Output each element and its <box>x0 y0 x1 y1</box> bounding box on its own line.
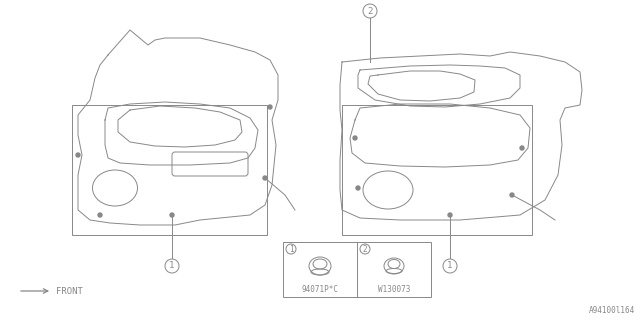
Text: 2: 2 <box>367 6 372 15</box>
Circle shape <box>353 136 357 140</box>
Text: A94100l164: A94100l164 <box>589 306 635 315</box>
Text: 1: 1 <box>170 261 175 270</box>
Text: 1: 1 <box>289 244 293 253</box>
Text: 1: 1 <box>447 261 452 270</box>
Text: 94071P*C: 94071P*C <box>301 284 339 293</box>
Circle shape <box>263 176 267 180</box>
Text: 2: 2 <box>363 244 367 253</box>
Circle shape <box>268 105 272 109</box>
Bar <box>283 242 431 297</box>
Text: FRONT: FRONT <box>56 286 83 295</box>
Bar <box>342 105 532 235</box>
Bar <box>72 105 267 235</box>
Circle shape <box>76 153 80 157</box>
Text: W130073: W130073 <box>378 284 410 293</box>
Circle shape <box>170 213 174 217</box>
Circle shape <box>356 186 360 190</box>
Circle shape <box>98 213 102 217</box>
Circle shape <box>520 146 524 150</box>
Circle shape <box>448 213 452 217</box>
Circle shape <box>510 193 514 197</box>
